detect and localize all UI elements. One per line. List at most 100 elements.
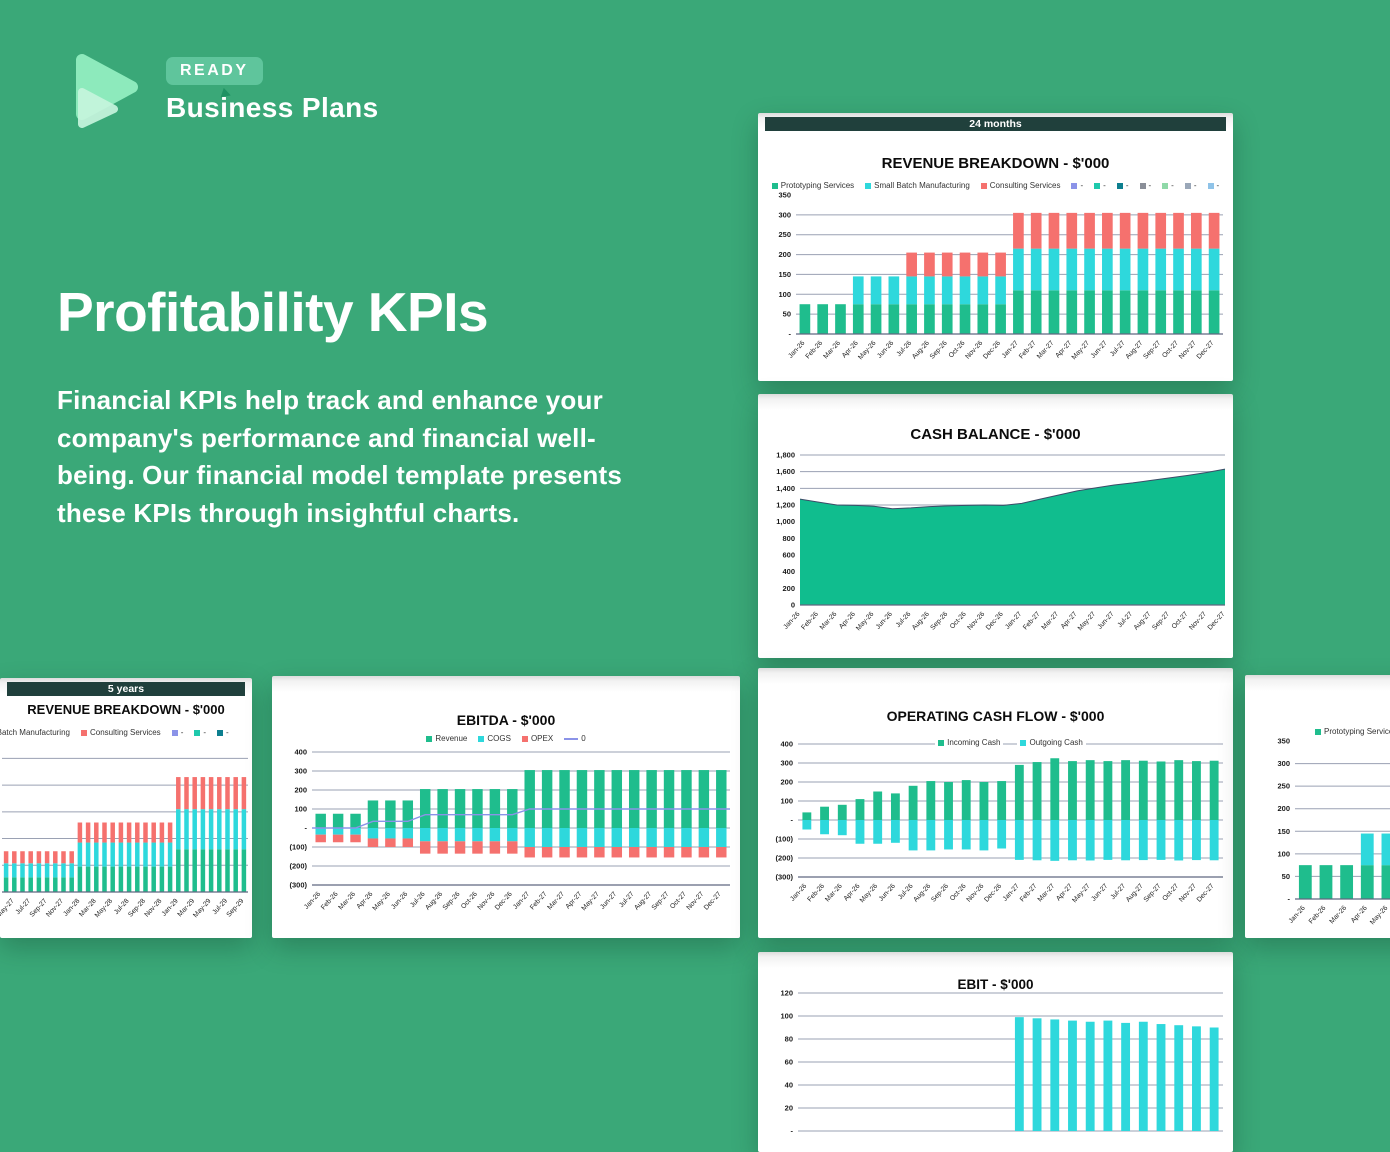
brand-logo: READY Business Plans — [70, 50, 379, 130]
svg-text:Sep-26: Sep-26 — [442, 890, 462, 911]
svg-text:(200): (200) — [289, 862, 307, 871]
chart-title: EBITDA - $'000 — [456, 712, 556, 728]
svg-text:600: 600 — [782, 551, 795, 560]
svg-text:Jul-26: Jul-26 — [895, 610, 913, 629]
chart-title: REVENUE BREAKDOWN - $'000 — [881, 155, 1110, 172]
svg-text:Aug-26: Aug-26 — [912, 882, 932, 903]
svg-text:Feb-27: Feb-27 — [529, 890, 549, 911]
svg-text:Sep-26: Sep-26 — [930, 882, 950, 903]
legend-label: Small Batch Manufacturing — [0, 728, 70, 737]
legend-swatch-icon — [194, 729, 201, 736]
svg-text:Jun-27: Jun-27 — [1090, 883, 1109, 903]
svg-text:300: 300 — [780, 759, 793, 768]
svg-text:Dec-27: Dec-27 — [1207, 610, 1227, 631]
svg-text:Nov-26: Nov-26 — [966, 882, 986, 903]
svg-text:50: 50 — [783, 310, 791, 319]
legend-swatch-icon — [1162, 182, 1169, 189]
svg-text:Feb-26: Feb-26 — [1308, 904, 1328, 925]
svg-text:200: 200 — [294, 786, 307, 795]
operating-cash-flow-chart: 400 300 200 100 - (100) (200) (300)Jan-26Feb-26… — [775, 740, 1223, 904]
svg-text:Sep-29: Sep-29 — [226, 897, 246, 918]
svg-text:Mar-26: Mar-26 — [824, 882, 844, 903]
chart-card-cash-balance: CASH BALANCE - $'000 1,800 1,600 1,400 1,20… — [758, 394, 1233, 658]
legend-item: Prototyping Services — [1315, 727, 1390, 736]
svg-text:300: 300 — [1277, 759, 1290, 768]
svg-text:Sep-26: Sep-26 — [929, 610, 949, 631]
chart-title: OPERATING CASH FLOW - $'000 — [886, 708, 1105, 724]
ebitda-chart: 400 300 200 100 - (100) (200) (300)Jan-26Feb-26… — [289, 748, 730, 912]
legend-swatch-icon — [1094, 182, 1101, 189]
svg-text:Jun-26: Jun-26 — [390, 891, 409, 911]
svg-text:300: 300 — [294, 767, 307, 776]
svg-text:50: 50 — [1282, 872, 1290, 881]
svg-text:May-26: May-26 — [857, 339, 878, 361]
legend-item: - — [1094, 181, 1106, 190]
chart-title: CASH BALANCE - $'000 — [910, 426, 1081, 443]
svg-text:Nov-26: Nov-26 — [964, 339, 984, 360]
chart-card-operating-cash-flow: OPERATING CASH FLOW - $'000 Incoming Cas… — [758, 668, 1233, 938]
svg-text:May-29: May-29 — [192, 897, 213, 919]
svg-text:(300): (300) — [289, 881, 307, 890]
svg-text:20: 20 — [785, 1104, 793, 1113]
svg-text:300: 300 — [778, 210, 791, 219]
svg-text:Aug-27: Aug-27 — [633, 890, 653, 911]
svg-text:250: 250 — [778, 230, 791, 239]
svg-text:Jan-27: Jan-27 — [1004, 611, 1023, 631]
chart-legend: Revenue COGS OPEX 0 — [272, 732, 740, 745]
play-logo-icon — [76, 54, 138, 128]
svg-text:1,600: 1,600 — [776, 467, 795, 476]
svg-text:Nov-27: Nov-27 — [685, 890, 705, 911]
svg-text:80: 80 — [785, 1035, 793, 1044]
legend-label: - — [1148, 181, 1152, 190]
svg-text:40: 40 — [785, 1081, 793, 1090]
svg-text:100: 100 — [778, 290, 791, 299]
svg-text:-: - — [791, 1127, 794, 1136]
legend-swatch-icon — [980, 182, 987, 189]
svg-text:60: 60 — [785, 1058, 793, 1067]
ready-badge: READY — [166, 56, 263, 85]
svg-text:Jan-27: Jan-27 — [1002, 883, 1021, 903]
svg-text:Dec-26: Dec-26 — [985, 610, 1005, 631]
chart-legend: Incoming Cash Outgoing Cash — [798, 736, 1223, 749]
legend-swatch-icon — [1207, 182, 1214, 189]
chart-title: REVENUE BREAKDOWN - $'000 — [27, 702, 225, 717]
revenue-breakdown-partial-chart: 350 300 250 200 150 100 50 -Jan-26 Feb-26 Mar-26 A… — [1277, 737, 1390, 926]
svg-text:Jan-26: Jan-26 — [782, 611, 801, 631]
svg-text:Mar-27: Mar-27 — [546, 890, 566, 911]
legend-label: - — [1193, 181, 1197, 190]
svg-text:(100): (100) — [289, 843, 307, 852]
svg-text:Feb-26: Feb-26 — [806, 882, 826, 903]
legend-item: - — [217, 728, 229, 737]
svg-text:350: 350 — [778, 192, 791, 200]
svg-text:Nov-26: Nov-26 — [476, 890, 496, 911]
legend-label: - — [1171, 181, 1174, 190]
svg-text:Nov-27: Nov-27 — [1178, 882, 1198, 903]
legend-item: - — [1116, 181, 1129, 190]
svg-text:Dec-27: Dec-27 — [703, 890, 723, 911]
legend-item: COGS — [478, 734, 511, 743]
svg-text:400: 400 — [780, 740, 793, 749]
svg-text:Jan-26: Jan-26 — [789, 883, 808, 903]
legend-label: Consulting Services — [989, 181, 1061, 190]
svg-text:Aug-27: Aug-27 — [1125, 882, 1145, 903]
svg-text:May-27: May-27 — [0, 897, 16, 919]
legend-label: - — [203, 728, 207, 737]
svg-text:Dec-26: Dec-26 — [494, 890, 514, 911]
svg-text:May-26: May-26 — [855, 610, 876, 632]
svg-text:May-28: May-28 — [94, 897, 115, 919]
legend-item: Incoming Cash — [935, 738, 1004, 747]
svg-text:Sep-27: Sep-27 — [1143, 882, 1163, 903]
svg-text:-: - — [791, 816, 794, 825]
svg-text:Nov-27: Nov-27 — [45, 897, 65, 918]
legend-swatch-icon — [426, 735, 433, 742]
svg-text:200: 200 — [778, 250, 791, 259]
svg-text:Jan-26: Jan-26 — [1288, 905, 1307, 925]
svg-text:May-27: May-27 — [1071, 339, 1092, 361]
legend-label: COGS — [487, 734, 511, 743]
legend-item: OPEX — [521, 734, 553, 743]
svg-text:Jan-26: Jan-26 — [787, 340, 806, 360]
svg-text:200: 200 — [782, 584, 795, 593]
svg-text:1,800: 1,800 — [776, 451, 795, 460]
